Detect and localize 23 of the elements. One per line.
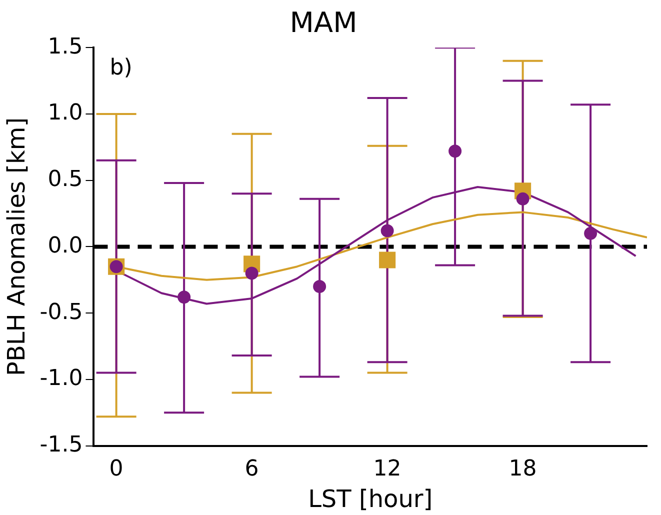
y-tick-label: 1.0 <box>48 100 83 126</box>
point <box>516 192 530 206</box>
point <box>379 252 396 268</box>
x-axis-title: LST [hour] <box>308 484 433 513</box>
annotation: b) <box>110 55 132 80</box>
point <box>584 226 598 240</box>
x-tick-label: 18 <box>508 456 537 482</box>
point <box>313 280 326 294</box>
x-tick-label: 0 <box>109 456 124 482</box>
point <box>448 144 462 158</box>
y-tick-label: -0.5 <box>40 300 83 325</box>
chart-title: MAM <box>290 6 358 40</box>
y-tick-label: 1.5 <box>48 34 83 60</box>
x-tick-label: 6 <box>244 456 259 482</box>
point <box>178 290 191 304</box>
y-axis-title: PBLH Anomalies [km] <box>2 117 31 376</box>
y-tick-label: 0.5 <box>48 167 83 192</box>
y-tick-label: -1.5 <box>40 432 83 458</box>
x-tick-label: 12 <box>373 456 402 482</box>
point <box>380 224 394 238</box>
point <box>245 266 258 280</box>
y-tick-label: -1.0 <box>40 366 83 392</box>
y-tick-label: 0.0 <box>48 233 83 258</box>
